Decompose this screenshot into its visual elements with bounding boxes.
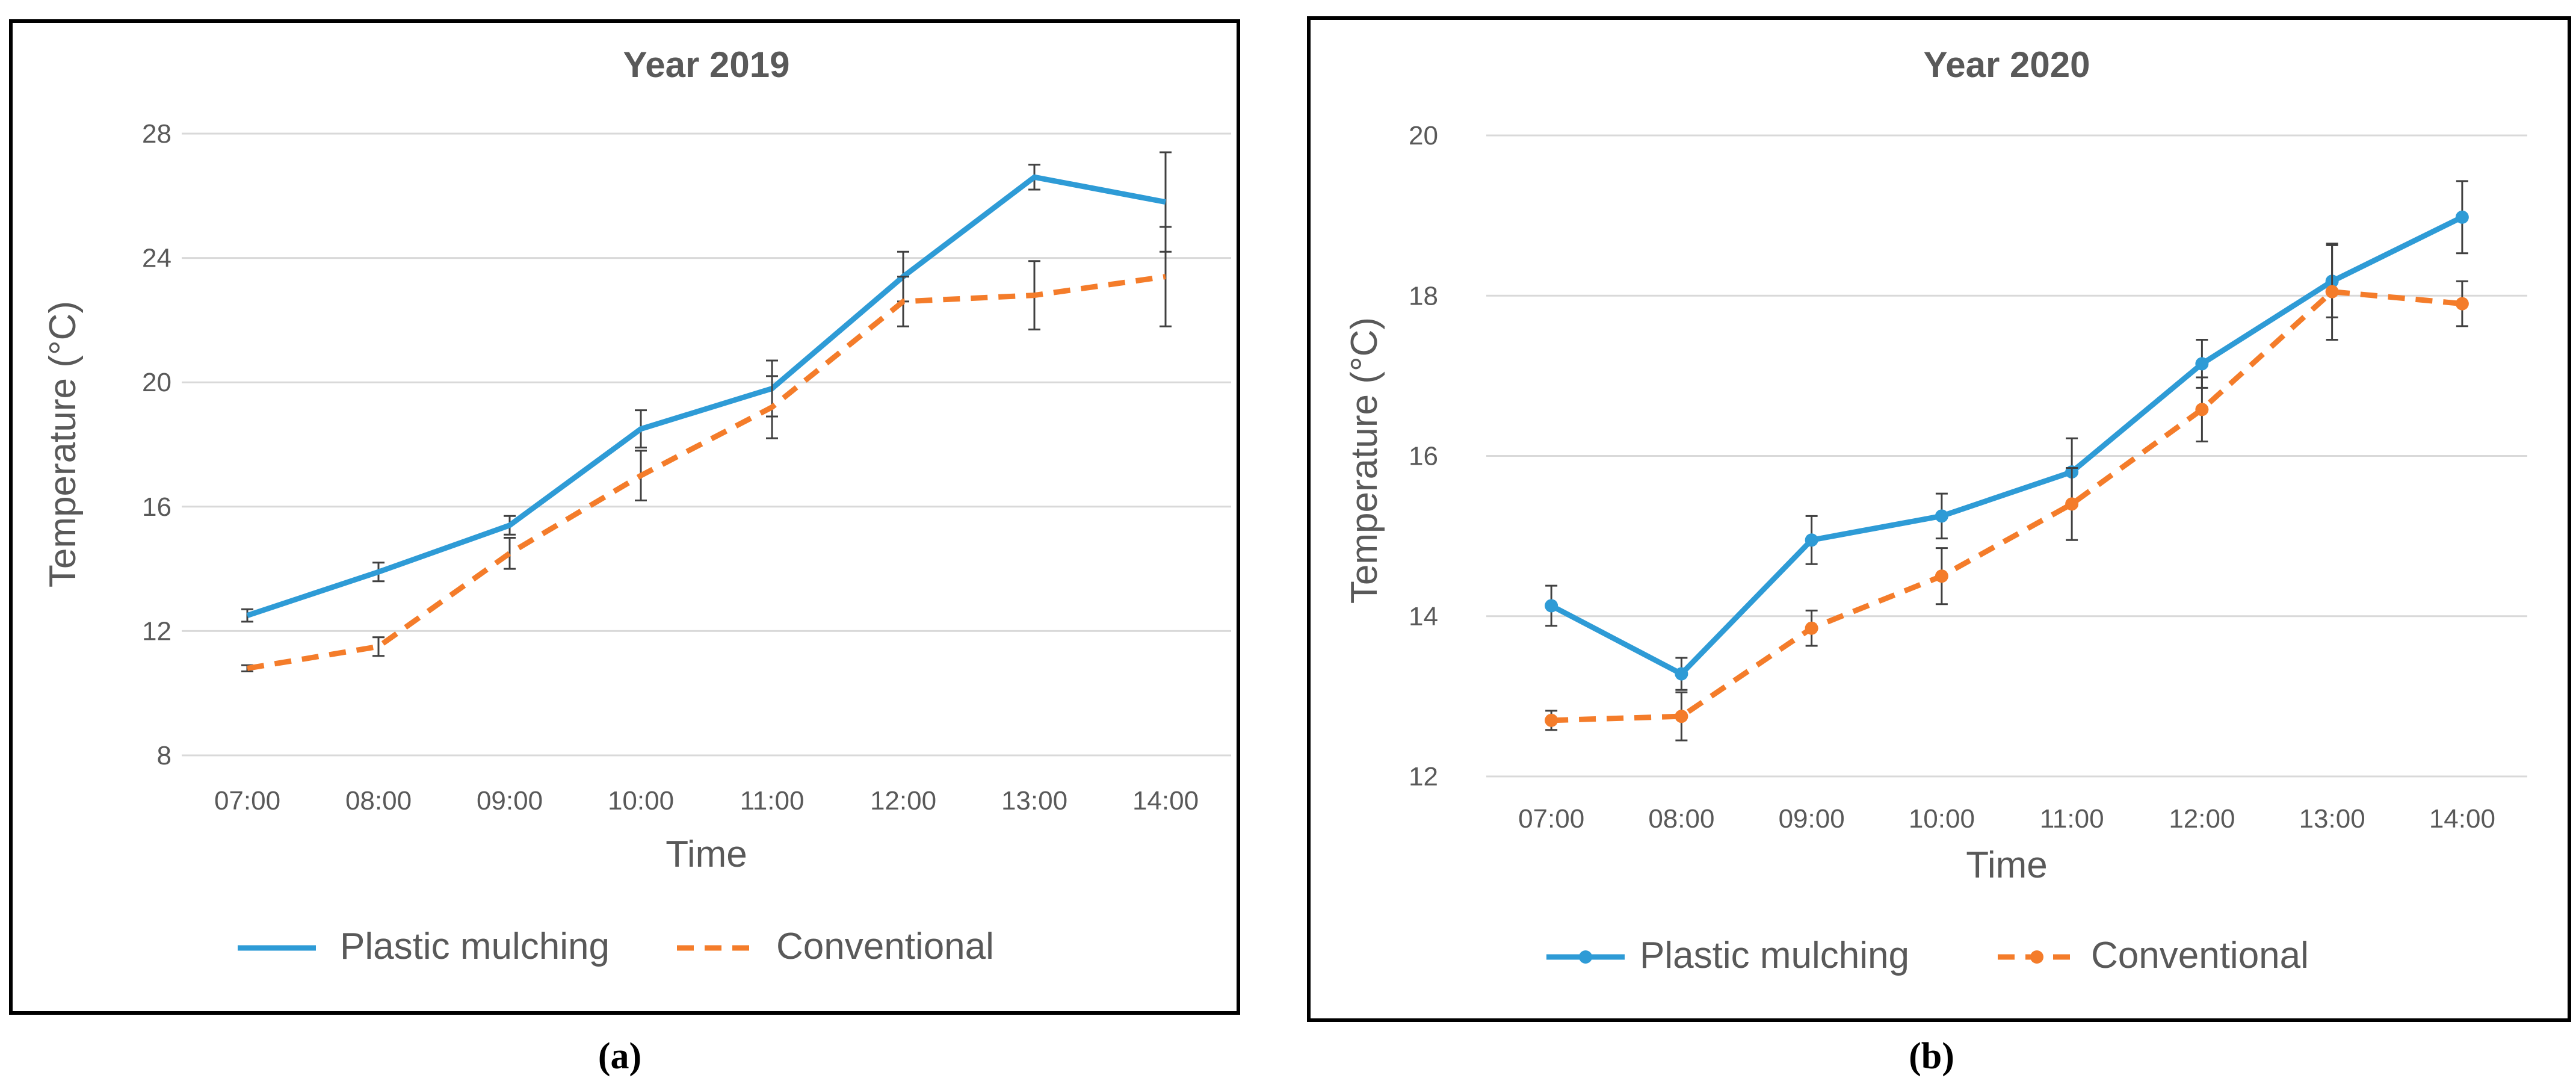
x-tick-label: 12:00 xyxy=(870,786,936,816)
y-tick-label: 24 xyxy=(142,244,171,273)
x-tick-label: 14:00 xyxy=(2429,804,2495,834)
x-axis-title: Time xyxy=(666,834,747,875)
data-point-plastic-mulching xyxy=(1545,599,1558,613)
x-tick-label: 10:00 xyxy=(608,786,674,816)
panel-caption: (b) xyxy=(1909,1036,1954,1077)
legend-entry-conventional: Conventional xyxy=(677,926,994,967)
x-tick-label: 08:00 xyxy=(345,786,412,816)
series-line-conventional xyxy=(1551,289,2463,723)
y-axis-title: Temperature (°C) xyxy=(1344,317,1385,604)
y-tick-label: 20 xyxy=(142,368,171,397)
data-point-conventional xyxy=(1545,713,1558,727)
x-axis-title: Time xyxy=(1966,844,2047,886)
x-tick-label: 08:00 xyxy=(1648,804,1714,834)
panel-caption: (a) xyxy=(598,1036,641,1077)
x-tick-label: 13:00 xyxy=(2299,804,2365,834)
data-point-conventional xyxy=(2455,297,2469,311)
error-bar xyxy=(372,636,385,657)
chart-title: Year 2019 xyxy=(623,45,790,85)
data-point-plastic-mulching xyxy=(1805,533,1818,547)
y-tick-label: 8 xyxy=(157,741,171,770)
y-axis-title: Temperature (°C) xyxy=(42,301,84,587)
x-tick-label: 09:00 xyxy=(477,786,543,816)
y-tick-label: 12 xyxy=(142,616,171,646)
y-tick-label: 16 xyxy=(142,492,171,522)
data-point-plastic-mulching xyxy=(2195,357,2209,371)
y-tick-label: 12 xyxy=(1409,762,1438,791)
x-tick-label: 07:00 xyxy=(1518,804,1584,834)
data-point-plastic-mulching xyxy=(1675,667,1688,681)
series-line-conventional xyxy=(247,274,1166,671)
y-tick-label: 20 xyxy=(1409,121,1438,150)
legend-entry-plastic-mulching: Plastic mulching xyxy=(238,926,610,967)
data-point-conventional xyxy=(2065,497,2079,511)
panel-a-chart: Year 2019 8 12 16 20 24 28 07:00 08:00 09:00 10:00… xyxy=(9,19,1240,1077)
legend-marker xyxy=(1579,950,1592,964)
series-line-plastic-mulching xyxy=(1550,214,2463,677)
x-tick-label: 14:00 xyxy=(1132,786,1199,816)
x-tick-label: 13:00 xyxy=(1001,786,1067,816)
x-tick-label: 07:00 xyxy=(214,786,280,816)
x-tick-label: 10:00 xyxy=(1909,804,1975,834)
x-tick-label: 11:00 xyxy=(740,786,805,816)
y-tick-label: 28 xyxy=(142,119,171,149)
y-tick-label: 14 xyxy=(1409,602,1438,631)
legend-label: Conventional xyxy=(776,926,994,967)
data-point-plastic-mulching xyxy=(2455,210,2469,224)
data-point-conventional xyxy=(2195,403,2209,416)
chart-title: Year 2020 xyxy=(1924,45,2090,85)
data-point-plastic-mulching xyxy=(1935,509,1948,523)
error-bar xyxy=(504,536,516,570)
legend-label: Plastic mulching xyxy=(1640,935,1909,976)
panel-b-chart: Year 2020 12 14 16 18 20 07:00 08:00 09:00 10:00 1… xyxy=(1307,16,2571,1077)
chart-frame xyxy=(1307,16,2571,1022)
y-tick-label: 18 xyxy=(1409,281,1438,311)
chart-frame xyxy=(9,19,1240,1015)
y-tick-label: 16 xyxy=(1409,442,1438,471)
data-point-conventional xyxy=(1675,710,1688,723)
data-point-conventional xyxy=(2325,285,2339,299)
series-line-plastic-mulching xyxy=(246,174,1166,618)
legend-marker xyxy=(2030,950,2043,964)
x-tick-label: 11:00 xyxy=(2040,804,2104,834)
data-point-conventional xyxy=(1805,621,1818,635)
legend-label: Conventional xyxy=(2091,935,2309,976)
legend-entry-conventional: Conventional xyxy=(1998,935,2309,976)
x-tick-label: 12:00 xyxy=(2169,804,2235,834)
legend-entry-plastic-mulching: Plastic mulching xyxy=(1546,935,1909,976)
data-point-conventional xyxy=(1935,569,1948,583)
legend-label: Plastic mulching xyxy=(340,926,610,967)
x-tick-label: 09:00 xyxy=(1779,804,1845,834)
